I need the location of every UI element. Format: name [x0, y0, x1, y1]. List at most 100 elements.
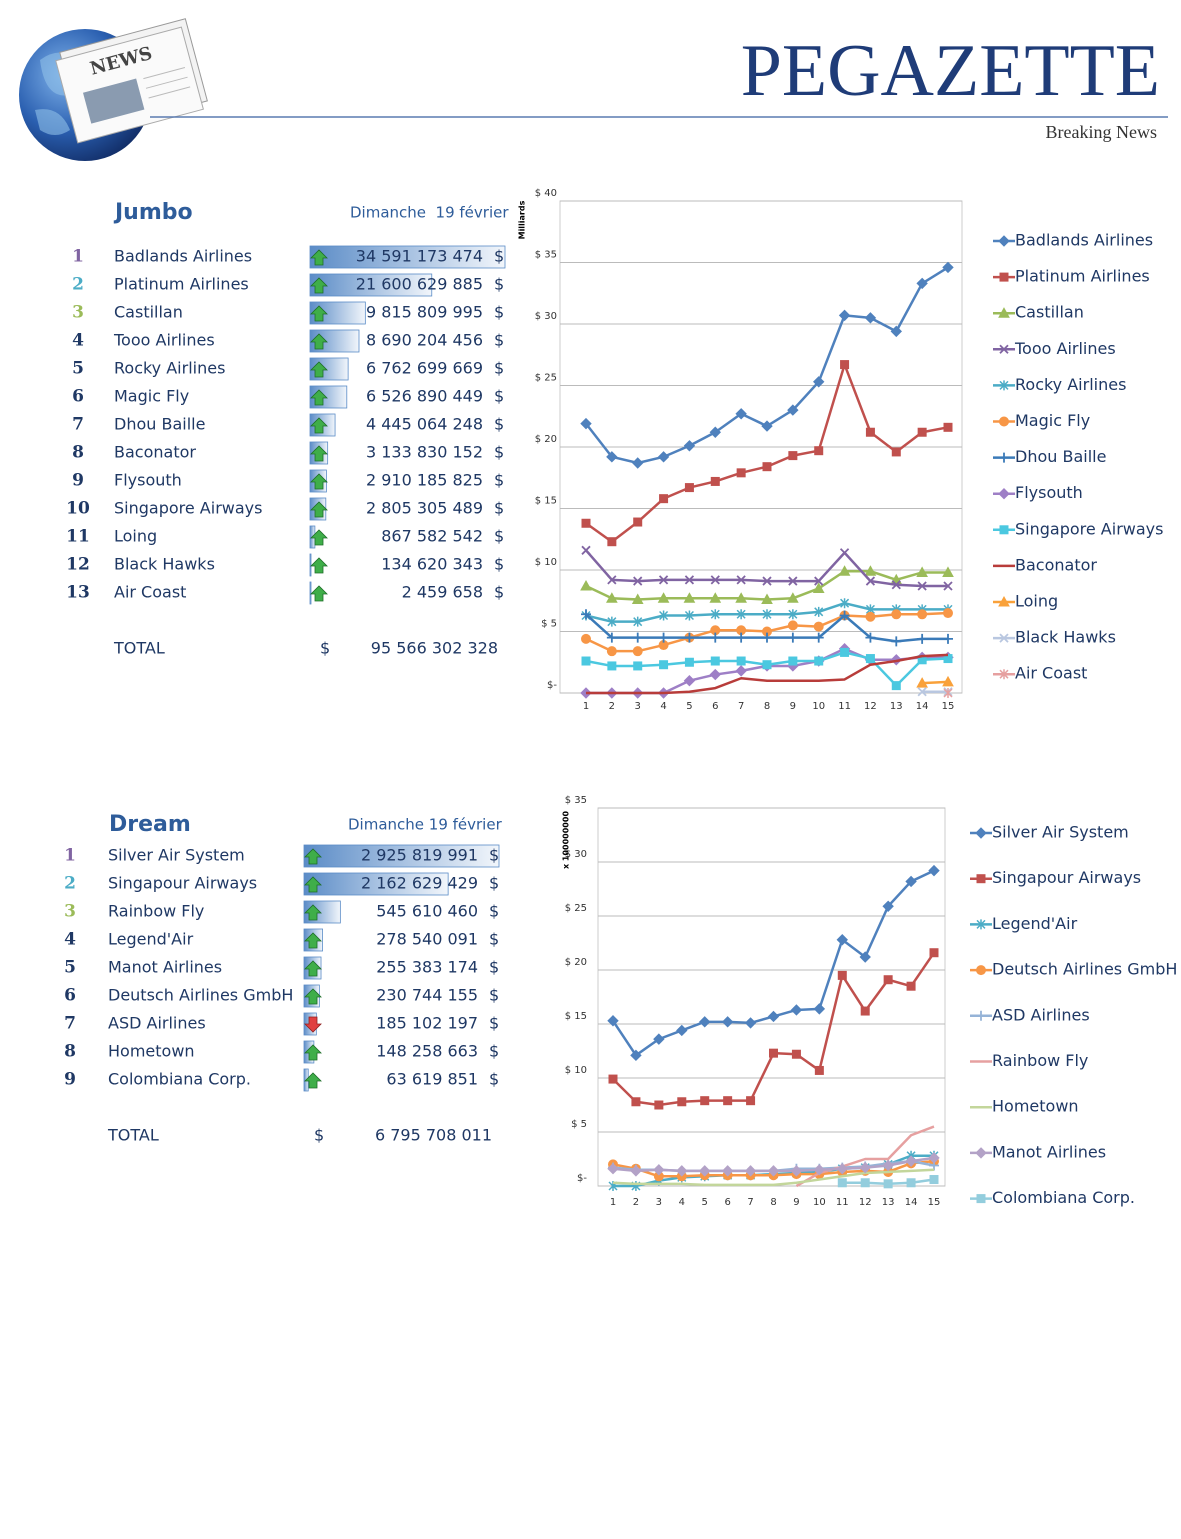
marker — [882, 1159, 894, 1172]
marker — [813, 1003, 826, 1015]
airline-name: ASD Airlines — [108, 1014, 206, 1033]
marker — [865, 654, 875, 664]
amount: 2 459 658 — [402, 583, 483, 602]
marker — [607, 616, 617, 627]
marker — [942, 261, 954, 274]
legend-label: Legend'Air — [992, 914, 1078, 933]
currency: $ — [489, 930, 499, 949]
trend-arrow — [310, 473, 328, 490]
marker — [917, 687, 927, 697]
marker — [630, 1049, 642, 1062]
series-line — [586, 653, 949, 695]
currency: $ — [494, 443, 504, 462]
marker — [814, 606, 824, 617]
masthead-title: PEGAZETTE — [741, 30, 1160, 112]
y-axis-label: Milliards — [518, 200, 527, 239]
trend-arrow — [310, 277, 328, 294]
rank: 13 — [66, 583, 90, 603]
trend-arrow — [304, 904, 322, 921]
marker — [699, 1165, 711, 1177]
marker — [839, 548, 850, 558]
x-tick-label: 12 — [864, 701, 877, 712]
marker — [787, 592, 799, 603]
y-tick-label: $ 5 — [541, 619, 557, 630]
newspaper: NEWS — [55, 18, 208, 144]
marker — [999, 272, 1009, 282]
amount: 230 744 155 — [376, 986, 478, 1005]
marker — [633, 576, 643, 586]
data-bar — [309, 553, 312, 577]
amount: 34 591 173 474 — [356, 247, 483, 266]
marker — [607, 537, 617, 547]
data-bar — [303, 872, 449, 896]
marker — [812, 582, 825, 593]
marker — [735, 592, 747, 603]
marker — [882, 900, 894, 912]
trend-arrow — [310, 249, 328, 266]
marker — [736, 632, 747, 643]
marker — [928, 1152, 940, 1164]
marker — [581, 545, 591, 555]
currency: $ — [494, 583, 504, 602]
marker — [761, 420, 773, 432]
marker — [633, 661, 643, 671]
airline-name: Colombiana Corp. — [108, 1070, 251, 1089]
marker — [891, 609, 902, 620]
airline-name: Air Coast — [114, 583, 186, 602]
amount: 134 620 343 — [381, 555, 483, 574]
amount: 4 445 064 248 — [366, 415, 483, 434]
marker — [608, 1074, 618, 1084]
x-tick-label: 6 — [724, 1197, 730, 1208]
amount: 2 805 305 489 — [366, 499, 483, 518]
marker — [735, 408, 747, 420]
amount: 8 690 204 456 — [366, 331, 483, 350]
airline-name: Badlands Airlines — [114, 247, 252, 266]
currency: $ — [494, 331, 504, 350]
airline-name: Rainbow Fly — [108, 902, 204, 921]
marker — [788, 576, 798, 586]
marker — [976, 919, 986, 930]
marker — [606, 592, 618, 603]
marker — [767, 1165, 780, 1177]
marker — [917, 633, 928, 644]
currency: $ — [494, 415, 504, 434]
airline-name: Flysouth — [114, 471, 182, 490]
marker — [998, 487, 1010, 500]
legend-label: Castillan — [1015, 303, 1084, 322]
marker — [632, 632, 643, 643]
rank: 9 — [72, 471, 84, 491]
x-tick-label: 7 — [738, 701, 744, 712]
marker — [684, 632, 695, 643]
marker — [999, 344, 1009, 354]
marker — [659, 494, 669, 504]
trend-arrow — [304, 848, 322, 865]
marker — [999, 669, 1009, 680]
rank: 8 — [72, 443, 84, 463]
marker — [864, 565, 877, 576]
legend-label: Badlands Airlines — [1015, 231, 1153, 250]
trend-arrow — [304, 1016, 322, 1033]
marker — [836, 934, 848, 946]
legend-label: Flysouth — [1015, 483, 1083, 502]
trend-arrow — [310, 361, 328, 378]
rank: 6 — [72, 387, 84, 407]
amount: 255 383 174 — [376, 958, 478, 977]
legend-label: Silver Air System — [992, 823, 1129, 842]
marker — [814, 1065, 824, 1075]
series-line — [585, 266, 949, 465]
marker — [684, 657, 694, 667]
x-tick-label: 10 — [812, 701, 825, 712]
marker — [762, 609, 772, 620]
y-tick-label: $- — [577, 1173, 587, 1184]
y-tick-label: $ 25 — [535, 373, 557, 384]
marker — [632, 646, 643, 657]
marker — [787, 404, 799, 416]
marker — [788, 451, 798, 461]
marker — [905, 875, 917, 888]
marker — [736, 468, 746, 478]
legend-label: Colombiana Corp. — [992, 1188, 1135, 1207]
trend-arrow — [304, 1044, 322, 1061]
marker — [790, 1165, 803, 1177]
total-amount: 95 566 302 328 — [371, 639, 498, 658]
